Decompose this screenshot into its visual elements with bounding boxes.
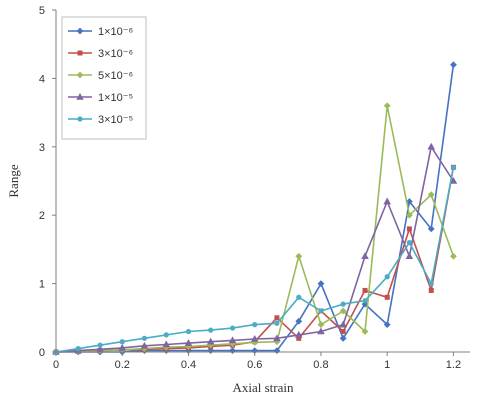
- data-point: [384, 294, 390, 300]
- x-tick-label: 0.4: [181, 359, 196, 371]
- data-point: [339, 320, 347, 328]
- y-tick-label: 4: [39, 73, 45, 85]
- data-point: [428, 281, 434, 287]
- data-point: [185, 328, 192, 335]
- data-point: [296, 294, 302, 300]
- data-point: [406, 226, 412, 232]
- data-point: [362, 287, 368, 293]
- x-tick-label: 0: [53, 359, 59, 371]
- y-tick-label: 2: [39, 210, 45, 222]
- legend-label: 5×10⁻⁶: [98, 70, 133, 82]
- legend-item: 5×10⁻⁶: [68, 70, 133, 82]
- data-point: [318, 308, 324, 314]
- data-point: [250, 335, 259, 342]
- data-point: [273, 334, 281, 342]
- series-5: [53, 164, 457, 355]
- data-point: [119, 339, 125, 345]
- y-tick-label: 5: [39, 5, 45, 17]
- series-3: [52, 102, 457, 356]
- data-point: [405, 211, 413, 219]
- y-tick-label: 1: [39, 279, 45, 291]
- data-point: [229, 325, 236, 331]
- legend-label: 3×10⁻⁶: [98, 48, 133, 60]
- data-point: [184, 339, 193, 346]
- legend-label: 3×10⁻⁵: [98, 114, 133, 126]
- series-layer: [52, 61, 458, 356]
- data-point: [296, 335, 302, 341]
- data-point: [340, 301, 346, 307]
- legend-swatch-marker: [76, 71, 84, 79]
- legend-item: 3×10⁻⁶: [68, 48, 133, 60]
- data-point: [317, 321, 325, 329]
- x-tick-label: 1: [384, 359, 390, 371]
- data-point: [295, 317, 303, 325]
- data-point: [317, 280, 325, 287]
- data-point: [428, 287, 434, 293]
- data-point: [118, 343, 127, 351]
- y-tick-labels: 0 1 2 3 4 5: [39, 5, 45, 359]
- legend-label: 1×10⁻⁶: [98, 26, 133, 38]
- y-tick-label: 3: [39, 142, 45, 154]
- data-point: [383, 321, 391, 329]
- data-point: [206, 337, 215, 345]
- data-point: [361, 252, 369, 260]
- x-tick-label: 0.8: [313, 359, 328, 371]
- data-point: [317, 327, 325, 335]
- legend-item: 1×10⁻⁶: [68, 26, 133, 38]
- data-point: [427, 142, 436, 150]
- data-point: [406, 239, 412, 246]
- y-tick-label: 0: [39, 347, 45, 359]
- legend-swatch-marker: [76, 93, 84, 100]
- legend-label: 1×10⁻⁵: [98, 92, 133, 104]
- data-point: [427, 191, 435, 199]
- series-line: [55, 105, 455, 353]
- data-point: [339, 334, 347, 342]
- legend-item: 3×10⁻⁵: [68, 114, 133, 126]
- legend-swatch-marker: [76, 27, 84, 35]
- data-point: [383, 102, 391, 110]
- data-point: [450, 164, 457, 170]
- data-point: [208, 327, 214, 333]
- data-point: [140, 341, 149, 349]
- data-point: [162, 340, 171, 348]
- x-tick-label: 1.2: [446, 359, 461, 371]
- y-axis-title: Range: [6, 164, 21, 197]
- data-point: [273, 347, 281, 355]
- data-point: [339, 307, 347, 315]
- data-point: [141, 335, 148, 341]
- data-point: [384, 274, 390, 280]
- data-point: [405, 252, 414, 260]
- data-point: [97, 342, 103, 348]
- data-point: [274, 315, 280, 321]
- data-point: [450, 252, 457, 260]
- data-point: [229, 340, 236, 348]
- data-point: [228, 336, 237, 344]
- legend-swatch-marker: [77, 116, 83, 122]
- data-point: [163, 332, 169, 338]
- data-point: [274, 320, 280, 326]
- data-point: [361, 328, 369, 335]
- data-point: [383, 197, 391, 205]
- legend: 1×10⁻⁶ 3×10⁻⁶ 5×10⁻⁶ 1×10⁻⁵ 3×10⁻⁵: [61, 16, 147, 140]
- data-point: [96, 345, 104, 353]
- data-point: [340, 328, 346, 334]
- x-tick-labels: 0 0.2 0.4 0.6 0.8 1 1.2: [53, 359, 461, 371]
- data-point: [362, 298, 368, 304]
- series-line: [55, 146, 455, 353]
- legend-item: 1×10⁻⁵: [68, 92, 133, 104]
- data-point: [75, 345, 81, 352]
- x-tick-label: 0.6: [247, 359, 262, 371]
- data-point: [229, 347, 236, 355]
- data-point: [449, 177, 458, 184]
- data-point: [295, 252, 303, 260]
- axes-layer: [52, 9, 470, 356]
- data-point: [427, 225, 435, 233]
- data-point: [450, 61, 457, 69]
- data-point: [252, 322, 258, 328]
- data-point: [294, 330, 303, 338]
- x-axis-title: Axial strain: [232, 380, 294, 395]
- legend-swatch-marker: [77, 50, 83, 56]
- x-tick-label: 0.2: [115, 359, 130, 371]
